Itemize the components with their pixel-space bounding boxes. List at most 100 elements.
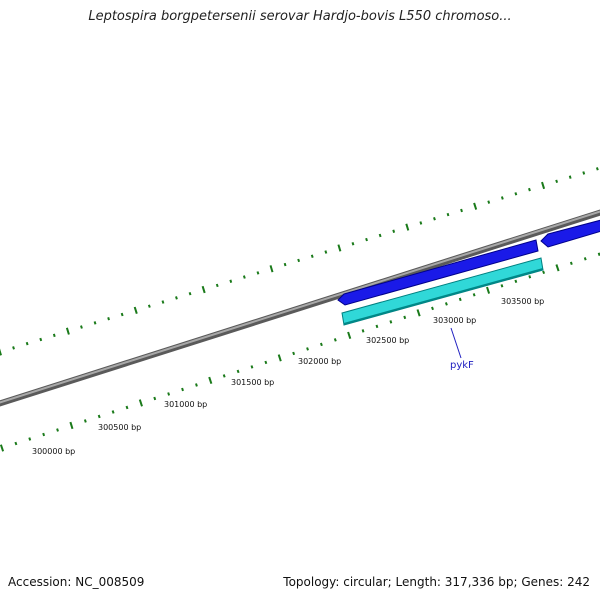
minor-tick-mark xyxy=(500,284,504,288)
gene-label-leader-line xyxy=(450,327,462,359)
minor-tick-mark xyxy=(306,347,309,351)
minor-tick-mark xyxy=(389,320,393,324)
minor-tick-mark xyxy=(107,317,110,321)
major-tick-mark xyxy=(541,181,546,190)
minor-tick-mark xyxy=(236,369,240,374)
major-tick-mark xyxy=(138,399,143,407)
minor-tick-mark xyxy=(256,271,260,275)
minor-tick-mark xyxy=(460,208,463,213)
major-tick-mark xyxy=(405,223,410,231)
minor-tick-mark xyxy=(542,270,546,275)
gene-feature-forward-1[interactable] xyxy=(337,239,539,306)
gene-feature-forward-2[interactable] xyxy=(540,219,600,248)
major-tick-mark xyxy=(337,244,342,252)
minor-tick-mark xyxy=(595,167,599,171)
minor-tick-mark xyxy=(528,275,532,279)
minor-tick-mark xyxy=(375,324,379,329)
minor-tick-mark xyxy=(319,342,323,347)
topology-summary: Topology: circular; Length: 317,336 bp; … xyxy=(283,575,590,589)
minor-tick-mark xyxy=(514,279,518,284)
minor-tick-mark xyxy=(195,383,198,387)
major-tick-mark xyxy=(347,331,352,340)
minor-tick-mark xyxy=(431,306,434,311)
tick-label: 302000 bp xyxy=(298,357,341,366)
minor-tick-mark xyxy=(555,179,559,184)
minor-tick-mark xyxy=(242,275,246,279)
minor-tick-mark xyxy=(80,325,83,329)
minor-tick-mark xyxy=(458,297,462,302)
major-tick-mark xyxy=(0,348,2,356)
minor-tick-mark xyxy=(500,196,504,200)
minor-tick-mark xyxy=(351,242,355,246)
major-tick-mark xyxy=(555,264,560,272)
minor-tick-mark xyxy=(361,329,365,333)
minor-tick-mark xyxy=(472,293,476,297)
minor-tick-mark xyxy=(42,432,46,437)
minor-tick-mark xyxy=(333,338,337,342)
minor-tick-mark xyxy=(297,258,301,263)
major-tick-mark xyxy=(0,444,5,452)
tick-label: 301000 bp xyxy=(164,400,207,409)
outer-tick-ring xyxy=(0,167,599,356)
major-tick-mark xyxy=(65,327,70,335)
tick-label: 300500 bp xyxy=(98,423,141,432)
minor-tick-mark xyxy=(229,279,233,283)
minor-tick-mark xyxy=(167,392,171,396)
gene-label-pykF[interactable]: pykF xyxy=(450,360,474,371)
gene-feature-pykF[interactable] xyxy=(341,257,544,326)
minor-tick-mark xyxy=(125,405,129,410)
minor-tick-mark xyxy=(181,387,184,392)
tick-label: 302500 bp xyxy=(366,336,409,345)
accession-label: Accession: NC_008509 xyxy=(8,575,145,589)
major-tick-mark xyxy=(208,376,213,385)
minor-tick-mark xyxy=(14,441,18,446)
minor-tick-mark xyxy=(487,200,491,204)
tick-label-group: 300000 bp 300500 bp 301000 bp 301500 bp … xyxy=(32,297,544,456)
inner-tick-ring xyxy=(0,252,600,452)
minor-tick-mark xyxy=(583,257,587,261)
tick-label: 303000 bp xyxy=(433,316,476,325)
major-tick-mark xyxy=(486,286,491,294)
tick-label: 303500 bp xyxy=(501,297,544,306)
minor-tick-mark xyxy=(292,351,296,356)
major-tick-mark xyxy=(416,309,421,317)
chromosome-backbone xyxy=(0,209,600,407)
minor-tick-mark xyxy=(324,250,328,254)
minor-tick-mark xyxy=(97,414,101,419)
minor-tick-mark xyxy=(568,175,572,179)
minor-tick-mark xyxy=(175,296,178,300)
minor-tick-mark xyxy=(188,291,192,296)
major-tick-mark xyxy=(69,421,74,430)
minor-tick-mark xyxy=(514,192,518,196)
minor-tick-mark xyxy=(111,410,115,414)
minor-tick-mark xyxy=(56,428,59,432)
major-tick-mark xyxy=(269,265,274,273)
minor-tick-mark xyxy=(433,217,436,221)
minor-tick-mark xyxy=(365,237,368,242)
minor-tick-mark xyxy=(12,346,15,350)
minor-tick-mark xyxy=(403,315,407,320)
minor-tick-mark xyxy=(250,365,254,369)
major-tick-mark xyxy=(277,354,282,362)
minor-tick-mark xyxy=(28,437,32,441)
minor-tick-mark xyxy=(120,312,124,317)
minor-tick-mark xyxy=(446,212,450,217)
minor-tick-mark xyxy=(419,221,423,225)
minor-tick-mark xyxy=(215,283,219,288)
tick-label: 301500 bp xyxy=(231,378,274,387)
major-tick-mark xyxy=(133,306,138,314)
minor-tick-mark xyxy=(283,262,287,267)
minor-tick-mark xyxy=(39,337,43,342)
minor-tick-mark xyxy=(378,233,382,238)
minor-tick-mark xyxy=(222,374,226,378)
major-tick-mark xyxy=(201,285,206,294)
map-title: Leptospira borgpetersenii serovar Hardjo… xyxy=(88,9,512,24)
minor-tick-mark xyxy=(83,419,87,423)
minor-tick-mark xyxy=(597,252,600,256)
minor-tick-mark xyxy=(569,261,573,266)
minor-tick-mark xyxy=(264,360,268,365)
minor-tick-mark xyxy=(444,302,448,306)
minor-tick-mark xyxy=(52,333,56,338)
